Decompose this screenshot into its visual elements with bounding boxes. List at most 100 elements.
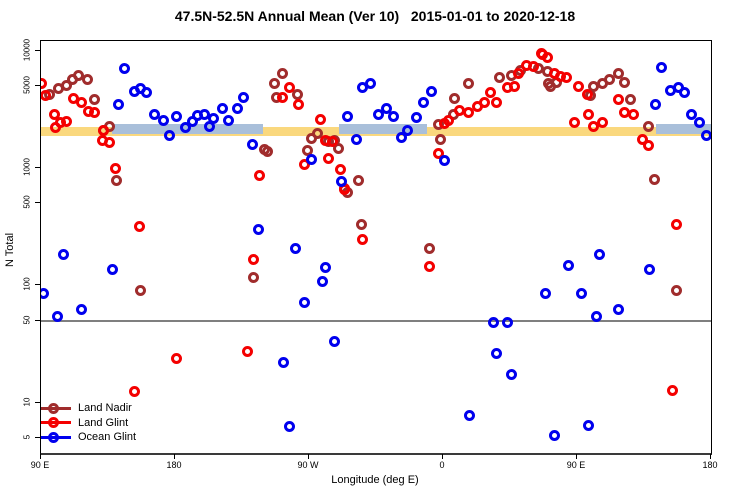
data-point — [568, 117, 580, 129]
data-point — [656, 61, 668, 73]
data-point — [293, 99, 305, 111]
x-tick-mark — [442, 454, 443, 459]
y-tick-mark — [35, 167, 40, 169]
ocean-mean-band-segment — [655, 124, 711, 134]
chart-title: 47.5N-52.5N Annual Mean (Ver 10) 2015-01… — [174, 8, 576, 24]
data-point — [575, 288, 587, 300]
y-tick-mark — [35, 436, 40, 438]
data-point — [443, 115, 455, 127]
data-point — [319, 261, 331, 273]
data-point — [81, 74, 93, 86]
y-tick-label: 1000 — [22, 158, 32, 177]
plot-area: Land Nadir Land Glint Ocean Glint — [40, 40, 712, 455]
data-point — [118, 62, 130, 74]
legend-marker — [47, 417, 59, 428]
data-point — [666, 384, 678, 396]
data-point — [57, 248, 69, 260]
data-point — [248, 253, 260, 265]
data-point — [129, 385, 141, 397]
legend-label: Land Nadir — [78, 402, 132, 414]
x-axis-title: Longitude (deg E) — [331, 474, 419, 486]
data-point — [650, 98, 662, 110]
y-tick-label: 10 — [22, 397, 32, 407]
y-tick-label: 100 — [22, 277, 32, 292]
data-point — [628, 108, 640, 120]
data-point — [604, 74, 616, 86]
y-tick-label: 50 — [22, 315, 32, 325]
data-point — [642, 140, 654, 152]
data-point — [98, 124, 110, 136]
data-point — [89, 94, 101, 106]
data-point — [590, 311, 602, 323]
data-point — [619, 76, 631, 88]
data-point — [644, 263, 656, 275]
data-point — [179, 121, 191, 133]
data-point — [373, 108, 385, 120]
data-point — [322, 152, 334, 164]
data-point — [170, 111, 182, 123]
legend-marker — [47, 402, 59, 414]
data-point — [217, 102, 229, 114]
data-point — [613, 304, 625, 316]
x-tick-mark — [710, 454, 711, 459]
legend-label: Ocean Glint — [78, 431, 137, 443]
data-point — [678, 87, 690, 99]
data-point — [89, 107, 101, 119]
data-point — [41, 287, 50, 299]
data-point — [528, 61, 540, 73]
data-point — [364, 78, 376, 90]
x-tick-mark — [40, 454, 41, 459]
data-point — [246, 139, 258, 151]
data-point — [72, 69, 84, 81]
data-point — [395, 132, 407, 144]
data-point — [494, 71, 506, 83]
data-point — [103, 136, 115, 148]
data-point — [701, 130, 711, 142]
data-point — [479, 96, 491, 108]
x-tick-mark — [174, 454, 175, 459]
data-point — [485, 87, 497, 99]
data-point — [315, 114, 327, 126]
data-point — [438, 155, 450, 167]
data-point — [252, 223, 264, 235]
data-point — [333, 143, 345, 155]
y-tick-mark — [35, 284, 40, 286]
data-point — [613, 94, 625, 106]
data-point — [148, 108, 160, 120]
y-tick-mark — [35, 202, 40, 204]
legend-marker — [47, 431, 59, 443]
data-point — [449, 93, 461, 105]
data-point — [284, 420, 296, 432]
x-tick-mark — [576, 454, 577, 459]
data-point — [163, 130, 175, 142]
data-point — [541, 51, 553, 63]
data-point — [380, 102, 392, 114]
y-tick-mark — [35, 401, 40, 403]
data-point — [434, 133, 446, 145]
data-point — [48, 108, 60, 120]
y-tick-label: 5000 — [22, 76, 32, 95]
data-point — [583, 419, 595, 431]
data-point — [111, 175, 123, 187]
data-point — [418, 96, 430, 108]
data-point — [488, 317, 500, 329]
data-point — [572, 80, 584, 92]
data-point — [613, 68, 625, 80]
data-point — [75, 96, 87, 108]
data-point — [501, 317, 513, 329]
legend-label: Land Glint — [78, 416, 129, 429]
data-point — [357, 233, 369, 245]
data-point — [133, 220, 145, 232]
data-point — [693, 117, 705, 129]
data-point — [355, 218, 367, 230]
data-point — [276, 92, 288, 104]
data-point — [237, 92, 249, 104]
data-point — [642, 120, 654, 132]
data-point — [41, 90, 51, 102]
data-point — [342, 111, 354, 123]
data-point — [141, 87, 153, 99]
data-point — [269, 77, 281, 89]
data-point — [352, 175, 364, 187]
data-point — [328, 336, 340, 348]
